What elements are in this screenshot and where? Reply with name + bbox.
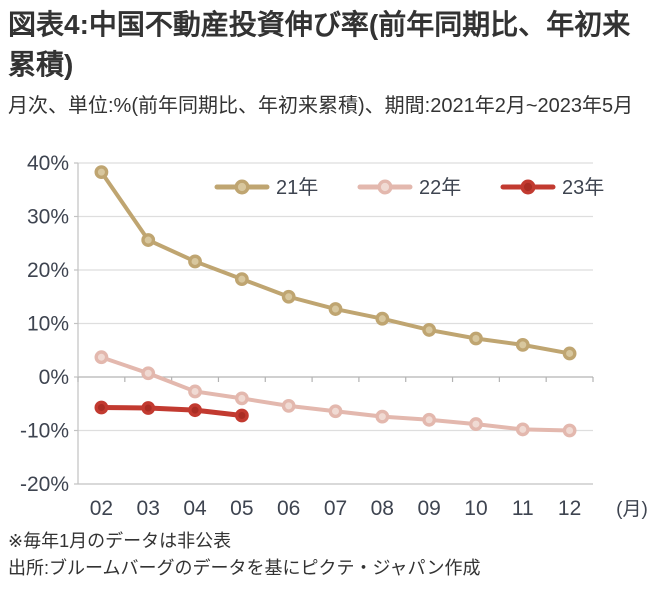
y-tick-label: 40%: [27, 152, 69, 175]
series-line-22年: [99, 355, 572, 433]
data-point-22年: [328, 404, 343, 419]
x-tick-label: 12: [558, 497, 581, 520]
data-point-21年: [141, 233, 156, 247]
x-tick-label: 03: [137, 497, 160, 520]
x-tick-label: 04: [183, 497, 207, 520]
data-point-21年: [281, 289, 296, 304]
x-tick-label: 07: [324, 497, 347, 520]
x-tick-label: 05: [230, 497, 253, 520]
source-note: 出所:ブルームバーグのデータを基にピクテ・ジャパン作成: [8, 558, 481, 578]
data-point-23年: [141, 401, 156, 415]
data-point-22年: [188, 384, 202, 399]
y-tick-label: 20%: [27, 259, 69, 282]
figure-subtitle: 月次、単位:%(前年同期比、年初来累積)、期間:2021年2月~2023年5月: [8, 95, 634, 117]
data-point-23年: [234, 408, 249, 423]
x-tick-label: 06: [277, 497, 300, 520]
data-point-23年: [188, 403, 202, 418]
data-point-21年: [94, 165, 109, 179]
series-line-23年: [98, 404, 245, 419]
y-tick-label: 0%: [39, 366, 69, 389]
data-point-21年: [469, 331, 483, 346]
chart-svg: 40% 30% 20% 10% 0% -10% -20% 02 03 04 05 06 07 08 09 10…: [20, 152, 648, 520]
data-point-22年: [422, 412, 437, 427]
figure-title: 図表4:中国不動産投資伸び率(前年同期比、年初来累積): [8, 9, 631, 80]
legend-marker-21年: [234, 179, 250, 195]
y-tick-label: -10%: [20, 420, 69, 443]
series-line-21年: [99, 170, 572, 356]
data-point-21年: [234, 272, 249, 286]
data-point-21年: [375, 311, 390, 326]
data-point-22年: [515, 422, 530, 437]
data-point-22年: [141, 366, 156, 381]
legend-marker-23年: [520, 179, 536, 195]
footnote: ※毎年1月のデータは非公表: [8, 531, 232, 551]
data-point-22年: [234, 391, 249, 406]
figure-footer: ※毎年1月のデータは非公表 出所:ブルームバーグのデータを基にピクテ・ジャパン作…: [8, 528, 657, 588]
legend-marker-22年: [377, 179, 393, 195]
data-point-22年: [562, 423, 577, 438]
legend-label-23年: 23年: [562, 176, 604, 199]
data-point-22年: [375, 409, 390, 424]
data-point-21年: [188, 254, 202, 269]
data-point-21年: [515, 337, 530, 352]
chart: 40% 30% 20% 10% 0% -10% -20% 02 03 04 05 06 07 08 09 10…: [0, 152, 661, 525]
x-tick-label: 09: [417, 497, 440, 520]
y-tick-label: -20%: [20, 473, 69, 496]
data-point-22年: [281, 398, 296, 413]
legend-label-21年: 21年: [276, 176, 318, 199]
x-tick-label: 11: [512, 497, 534, 520]
x-tick-label: 08: [371, 497, 394, 520]
legend-label-22年: 22年: [419, 176, 461, 199]
data-point-21年: [562, 346, 577, 361]
y-tick-label: 30%: [27, 206, 69, 229]
data-point-22年: [469, 417, 483, 431]
data-point-23年: [94, 400, 109, 415]
y-tick-label: 10%: [27, 313, 69, 336]
x-tick-label: 10: [464, 497, 487, 520]
x-tick-label: 02: [90, 497, 113, 520]
data-point-21年: [328, 302, 343, 316]
data-point-21年: [422, 323, 437, 337]
data-point-22年: [94, 350, 109, 365]
x-axis-unit-label: (月): [616, 499, 648, 520]
